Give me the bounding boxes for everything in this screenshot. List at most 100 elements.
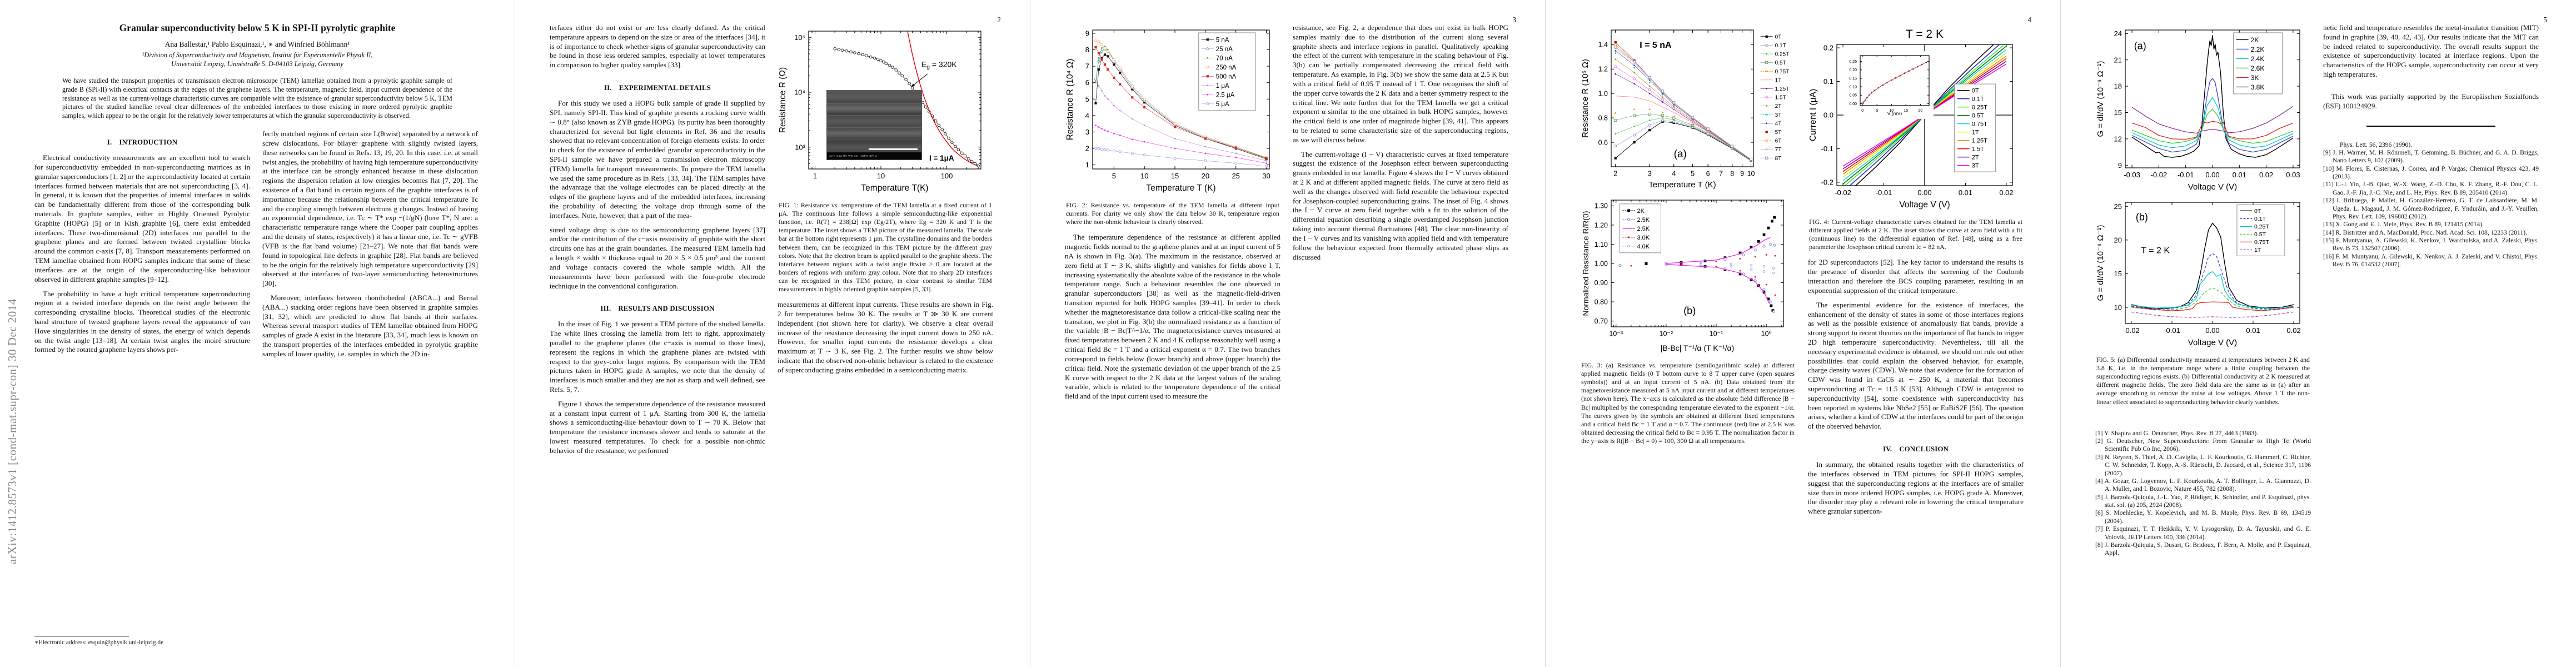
figure-1: 1 10 100 10³ 10⁴ 10⁵ Temperature T(K) Resistanc… bbox=[778, 24, 993, 195]
page-5: 5 -0.03 -0.02 -0.01 0.00 0.01 0.02 0.03 9 12 15 18… bbox=[2061, 0, 2576, 667]
svg-text:10⁻²: 10⁻² bbox=[1660, 330, 1673, 338]
reference: [1] Y. Shapira and G. Deutscher, Phys. R… bbox=[2095, 429, 2259, 437]
svg-text:(b): (b) bbox=[1683, 305, 1696, 316]
svg-text:5T: 5T bbox=[1775, 130, 1782, 136]
svg-text:20: 20 bbox=[1202, 172, 1209, 180]
svg-text:5: 5 bbox=[1691, 170, 1695, 178]
svg-text:1.5T: 1.5T bbox=[1972, 146, 1984, 153]
page-4: 4 2 3 4 5 6 7 8 9 10 0.6 0.8 1.0 1.2 1.4 Temperature T… bbox=[1546, 0, 2061, 667]
svg-text:0.02: 0.02 bbox=[2286, 326, 2300, 335]
reference: [5] J. Barzola-Quiquia, J.-L. Yao, P. Rö… bbox=[2095, 493, 2311, 509]
svg-text:10: 10 bbox=[877, 172, 885, 180]
svg-text:8: 8 bbox=[1085, 46, 1089, 54]
references-separator-rule bbox=[2366, 125, 2496, 127]
svg-text:500 nA: 500 nA bbox=[1216, 73, 1237, 80]
svg-text:0.90: 0.90 bbox=[1595, 279, 1608, 287]
figure-5b: -0.02 -0.01 0.00 0.01 0.02 10 15 20 25 Voltage V … bbox=[2095, 198, 2311, 349]
page4-column-left: 2 3 4 5 6 7 8 9 10 0.6 0.8 1.0 1.2 1.4 Temperature T (… bbox=[1580, 23, 1796, 646]
svg-text:G = dI/dV (10⁻⁶ Ω⁻¹): G = dI/dV (10⁻⁶ Ω⁻¹) bbox=[2096, 225, 2105, 301]
svg-text:12: 12 bbox=[2114, 135, 2122, 143]
svg-text:4: 4 bbox=[1085, 111, 1089, 120]
svg-text:6T: 6T bbox=[1775, 138, 1782, 145]
svg-text:4.0K: 4.0K bbox=[1637, 243, 1650, 250]
svg-text:Current I (μA): Current I (μA) bbox=[1808, 89, 1818, 141]
svg-text:0.00: 0.00 bbox=[2205, 171, 2219, 179]
paragraph: The current-voltage (I − V) characterist… bbox=[1293, 150, 1508, 261]
svg-text:7: 7 bbox=[1719, 170, 1723, 178]
figure-1-caption: FIG. 1: Resistance vs. temperature of th… bbox=[779, 201, 992, 293]
svg-text:-0.2: -0.2 bbox=[1821, 178, 1833, 187]
svg-text:0.00: 0.00 bbox=[2205, 326, 2219, 335]
svg-text:Voltage V (V): Voltage V (V) bbox=[2188, 338, 2237, 347]
svg-text:10⁰: 10⁰ bbox=[1761, 330, 1772, 338]
section-experimental-details: II. EXPERIMENTAL DETAILS bbox=[604, 84, 711, 92]
svg-text:I = 5 nA: I = 5 nA bbox=[1640, 41, 1672, 50]
svg-text:9: 9 bbox=[1740, 170, 1744, 178]
tem-scale-bar bbox=[869, 148, 918, 150]
svg-text:1.5T: 1.5T bbox=[1775, 95, 1786, 101]
svg-text:8: 8 bbox=[1730, 170, 1734, 178]
arxiv-stamp: arXiv:1412.8573v1 [cond-mat.supr-con] 30… bbox=[6, 298, 19, 564]
svg-text:-0.1: -0.1 bbox=[1821, 145, 1833, 153]
svg-text:10: 10 bbox=[1747, 170, 1755, 178]
svg-text:0.02: 0.02 bbox=[1999, 188, 2013, 197]
svg-text:0.0: 0.0 bbox=[1823, 111, 1833, 120]
svg-text:1.25T: 1.25T bbox=[1775, 86, 1790, 92]
page4-column-right: -0.02 -0.01 0.00 0.01 0.02 -0.2 -0.1 0.0 0.1 0.2 V… bbox=[1808, 23, 2024, 646]
paragraph: Moreover, interfaces between rhombohedra… bbox=[262, 293, 478, 358]
svg-text:Temperature T (K): Temperature T (K) bbox=[1648, 180, 1716, 190]
svg-text:-0.01: -0.01 bbox=[2164, 326, 2180, 335]
paragraph: resistance, see Fig. 2, a dependence tha… bbox=[1293, 23, 1508, 144]
svg-text:Normalized Resistance R/R(0): Normalized Resistance R/R(0) bbox=[1581, 211, 1590, 316]
svg-text:(a): (a) bbox=[1674, 148, 1687, 160]
paragraph: fectly matched regions of certain size L… bbox=[262, 130, 478, 288]
svg-text:21: 21 bbox=[2114, 56, 2122, 64]
svg-text:0.03: 0.03 bbox=[2286, 171, 2300, 179]
reference: [16] F. M. Muntyanu, A. Gilewski, K. Nen… bbox=[2323, 252, 2539, 268]
svg-text:15: 15 bbox=[2114, 270, 2122, 278]
svg-text:T = 2 K: T = 2 K bbox=[1906, 28, 1944, 41]
reference: [4] A. Gozar, G. Logvenov, L. F. Kourkou… bbox=[2095, 477, 2311, 493]
paper-title: Granular superconductivity below 5 K in … bbox=[119, 22, 396, 33]
abstract: We have studied the transport properties… bbox=[62, 76, 452, 120]
svg-text:-0.03: -0.03 bbox=[2124, 171, 2140, 179]
svg-text:2T: 2T bbox=[1972, 155, 1979, 161]
reference: [10] M. Flores, E. Cisternas, J. Correa,… bbox=[2323, 165, 2539, 180]
svg-text:-0.01: -0.01 bbox=[1876, 188, 1892, 197]
svg-text:0.20: 0.20 bbox=[1849, 68, 1857, 72]
svg-text:0.05: 0.05 bbox=[1849, 94, 1857, 98]
svg-text:0.5T: 0.5T bbox=[1972, 113, 1984, 120]
fig5b-chart: -0.02 -0.01 0.00 0.01 0.02 10 15 20 25 Voltage V … bbox=[2095, 198, 2311, 349]
fig2-chart: 5 10 15 20 25 30 1 2 3 4 5 6 7 8 9 Temperature T (K) Res… bbox=[1065, 24, 1280, 195]
svg-text:10⁴: 10⁴ bbox=[794, 88, 805, 97]
svg-text:0.75T: 0.75T bbox=[1775, 69, 1790, 75]
reference: [3] N. Reyren, S. Thiel, A. D. Caviglia,… bbox=[2095, 453, 2311, 477]
svg-text:0.1T: 0.1T bbox=[1775, 43, 1786, 49]
fig3a-chart: 2 3 4 5 6 7 8 9 10 0.6 0.8 1.0 1.2 1.4 Temperature T (… bbox=[1580, 24, 1796, 191]
svg-text:0.1T: 0.1T bbox=[1972, 96, 1984, 103]
svg-text:1.30: 1.30 bbox=[1595, 202, 1608, 210]
svg-text:Temperature T (K): Temperature T (K) bbox=[1146, 183, 1215, 193]
svg-text:1T: 1T bbox=[1972, 130, 1979, 136]
svg-text:7: 7 bbox=[1085, 62, 1089, 71]
svg-text:0.6: 0.6 bbox=[1598, 138, 1608, 146]
reference: [8] J. Barzola-Quiquia, S. Dusari, G. Br… bbox=[2095, 541, 2311, 557]
svg-text:V (mV): V (mV) bbox=[1887, 111, 1902, 116]
svg-text:2.2K: 2.2K bbox=[2251, 46, 2265, 53]
svg-text:0.00: 0.00 bbox=[1849, 102, 1857, 106]
page3-column-right: resistance, see Fig. 2, a dependence tha… bbox=[1293, 23, 1508, 646]
svg-text:2: 2 bbox=[1613, 170, 1617, 178]
paragraph: sured voltage drop is due to the semicon… bbox=[550, 225, 765, 290]
svg-text:15: 15 bbox=[2114, 108, 2122, 117]
page-number: 5 bbox=[2543, 16, 2547, 24]
svg-text:0.5T: 0.5T bbox=[1775, 60, 1786, 66]
section-results-discussion: III. RESULTS AND DISCUSSION bbox=[600, 305, 715, 313]
svg-text:10: 10 bbox=[2114, 303, 2122, 311]
svg-text:25 nA: 25 nA bbox=[1216, 46, 1233, 53]
svg-text:1T: 1T bbox=[2254, 247, 2261, 253]
page-3: 3 5 10 15 20 25 30 1 2 3 4 5 6 7 8 9 Temperature T (K) R… bbox=[1030, 0, 1546, 667]
svg-text:2.5K: 2.5K bbox=[1637, 226, 1650, 232]
svg-text:2.4K: 2.4K bbox=[2251, 55, 2265, 63]
svg-text:1: 1 bbox=[1085, 161, 1089, 169]
reference: [14] R. Bistritzer and A. MacDonald, Pro… bbox=[2323, 228, 2527, 236]
